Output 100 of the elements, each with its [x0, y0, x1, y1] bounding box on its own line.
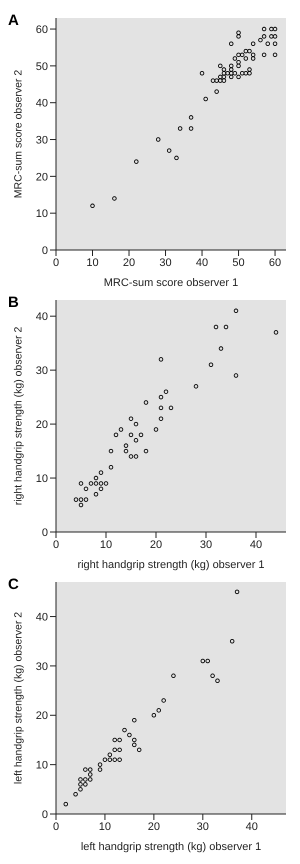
y-tick-label: 10 [36, 760, 48, 772]
point [214, 89, 219, 94]
y-tick-label: 10 [36, 208, 48, 220]
point [158, 357, 164, 362]
point [117, 748, 122, 752]
point [210, 674, 215, 678]
point [108, 752, 112, 758]
point [117, 757, 122, 762]
point [132, 718, 137, 722]
point [156, 708, 162, 713]
x-tick-label: 10 [100, 538, 112, 551]
point [265, 42, 270, 46]
point [262, 52, 266, 58]
point [250, 52, 256, 58]
y-tick-label: 60 [36, 24, 48, 36]
x-tick-label: 60 [268, 256, 282, 269]
x-tick-label: 30 [196, 820, 209, 833]
x-tick-label: 40 [196, 256, 208, 269]
x-axis-title: right handgrip strength (kg) observer 1 [77, 559, 265, 571]
point [122, 728, 127, 732]
point [132, 738, 137, 742]
point [250, 56, 256, 61]
point [98, 486, 104, 492]
point [203, 96, 208, 102]
point [108, 757, 112, 762]
x-tick-label: 0 [52, 538, 60, 551]
point [272, 42, 278, 46]
point [78, 481, 84, 486]
point [124, 448, 128, 454]
point [214, 324, 218, 330]
point [244, 56, 248, 61]
point [222, 74, 226, 80]
point [118, 427, 124, 432]
chart-title: A [8, 12, 19, 29]
point [272, 34, 278, 39]
point [158, 394, 164, 400]
y-tick-label: 20 [36, 171, 48, 184]
point [218, 78, 223, 83]
point [83, 782, 88, 787]
x-tick-label: 30 [200, 538, 212, 551]
point [78, 777, 83, 782]
point [98, 762, 102, 767]
point [164, 389, 168, 394]
y-tick-label: 30 [36, 660, 48, 673]
y-tick-label: 30 [36, 365, 48, 378]
y-tick-label: 10 [36, 472, 48, 485]
y-tick-label: 50 [36, 60, 48, 73]
point [102, 757, 108, 762]
point [262, 34, 266, 39]
point [78, 787, 83, 792]
point [84, 497, 88, 502]
point [240, 52, 244, 58]
point [128, 416, 134, 421]
point [247, 70, 252, 76]
point [83, 767, 88, 772]
x-axis-title: MRC-sum score observer 1 [104, 277, 238, 289]
point [236, 52, 241, 58]
point [228, 74, 234, 80]
point [272, 26, 278, 32]
point [222, 67, 226, 72]
point [108, 448, 114, 454]
y-tick-label: 20 [36, 419, 48, 431]
point [112, 196, 117, 201]
x-tick-label: 50 [232, 256, 245, 269]
point [136, 748, 142, 752]
y-tick-label: 40 [36, 611, 48, 624]
x-tick-label: 10 [98, 820, 112, 833]
point [230, 638, 234, 644]
point [218, 346, 224, 351]
point [73, 792, 78, 797]
point [194, 384, 198, 389]
x-tick-label: 20 [150, 538, 162, 551]
point [258, 38, 263, 42]
point [250, 42, 256, 46]
point [117, 738, 122, 742]
point [128, 454, 134, 459]
point [94, 492, 98, 496]
x-tick-label: 30 [159, 256, 172, 269]
x-tick-label: 40 [250, 538, 262, 551]
point [98, 767, 102, 772]
x-tick-label: 20 [122, 256, 136, 269]
point [156, 137, 160, 142]
point [234, 308, 238, 314]
point [158, 416, 164, 421]
point [232, 70, 238, 76]
chart-title: C [8, 576, 19, 593]
point [272, 52, 278, 58]
point [127, 732, 132, 738]
point [222, 70, 226, 76]
point [78, 502, 84, 508]
point [236, 74, 241, 80]
point [218, 74, 223, 80]
point [225, 70, 230, 76]
point [274, 330, 278, 335]
point [88, 767, 93, 772]
point [112, 748, 117, 752]
point [134, 422, 138, 426]
point [154, 427, 158, 432]
point [98, 481, 104, 486]
x-tick-label: 0 [52, 820, 60, 833]
